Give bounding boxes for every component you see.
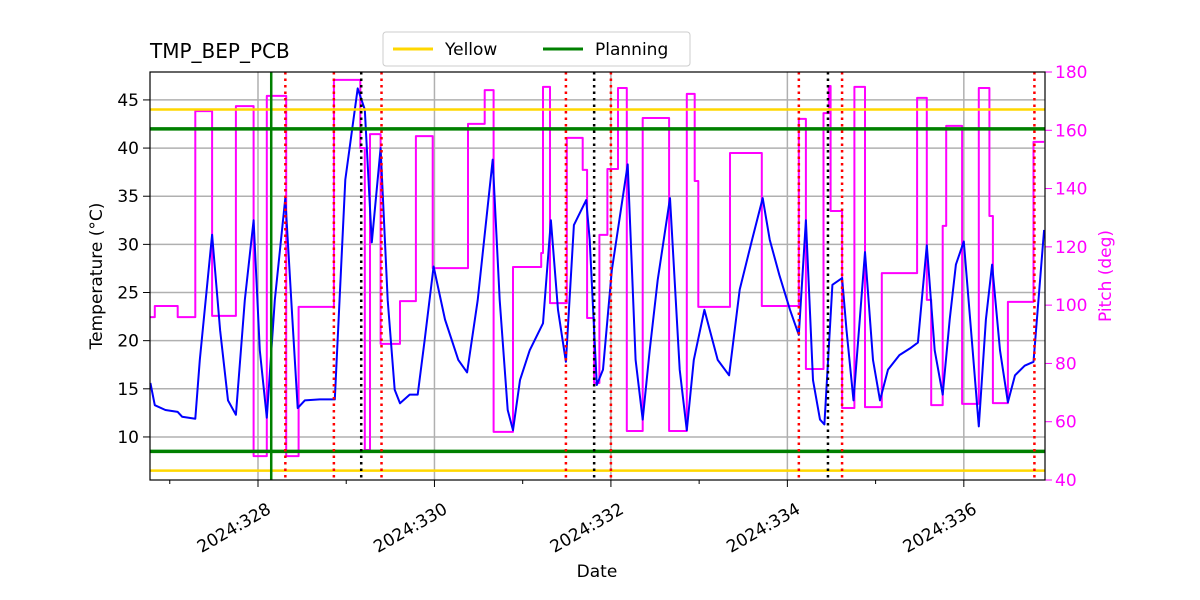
y-tick-label: 15	[117, 380, 139, 400]
x-tick-label: 2024:334	[723, 499, 804, 557]
y-tick-label: 10	[117, 428, 139, 448]
x-axis-label: Date	[577, 562, 618, 582]
legend-box	[382, 31, 691, 67]
y-axis-label: Temperature (°C)	[87, 203, 107, 351]
y-tick-label: 35	[117, 187, 139, 207]
y-tick-label: 20	[117, 332, 139, 352]
y2-tick-label: 140	[1055, 180, 1087, 200]
legend-label: Planning	[595, 40, 668, 60]
y-tick-label: 45	[117, 91, 139, 111]
x-tick-label: 2024:330	[370, 499, 451, 557]
x-tick-label: 2024:328	[194, 499, 275, 557]
y2-tick-label: 60	[1055, 413, 1077, 433]
y2-tick-label: 40	[1055, 471, 1077, 491]
y2-tick-label: 100	[1055, 296, 1087, 316]
x-tick-label: 2024:336	[900, 499, 981, 557]
y2-axis-label: Pitch (deg)	[1096, 230, 1116, 322]
plot-frame	[149, 71, 1046, 481]
y-tick-label: 40	[117, 139, 139, 159]
series-line	[149, 87, 1046, 432]
chart-title: TMP_BEP_PCB	[149, 39, 290, 63]
legend-label: Yellow	[444, 40, 497, 60]
y2-tick-label: 160	[1055, 121, 1087, 141]
y2-tick-label: 80	[1055, 354, 1077, 374]
x-tick-label: 2024:332	[547, 499, 628, 557]
y-tick-label: 25	[117, 284, 139, 304]
y-tick-label: 30	[117, 235, 139, 255]
y2-tick-label: 180	[1055, 63, 1087, 83]
y2-tick-label: 120	[1055, 238, 1087, 258]
